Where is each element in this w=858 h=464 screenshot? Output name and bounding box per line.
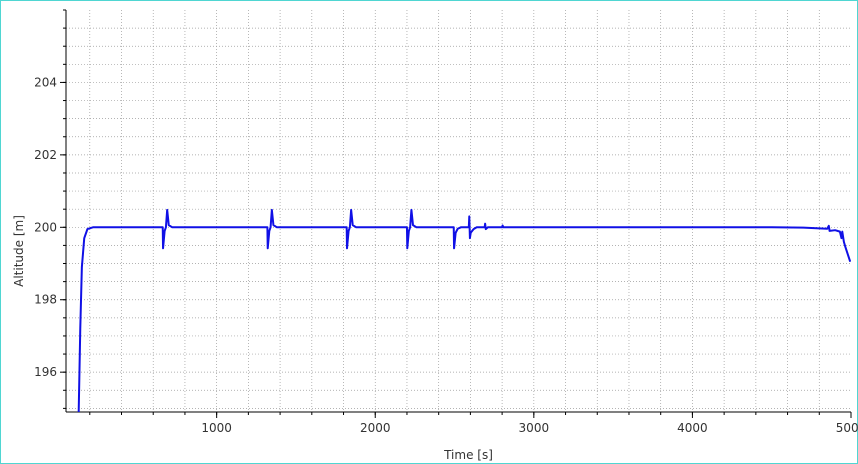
x-tick-label: 5000 <box>836 421 858 435</box>
y-tick-label: 204 <box>34 75 57 89</box>
x-axis-title: Time [s] <box>443 448 493 462</box>
x-tick-label: 1000 <box>201 421 232 435</box>
y-tick-label: 200 <box>34 220 57 234</box>
ticks <box>60 9 852 418</box>
y-axis-title: Altitude [m] <box>12 215 26 287</box>
series-layer <box>77 208 851 412</box>
tick-labels: 1000 2000 3000 4000 5000 196 198 200 202 204 <box>34 75 858 435</box>
plot-area <box>66 10 851 412</box>
x-tick-label: 3000 <box>519 421 550 435</box>
y-tick-label: 198 <box>34 293 57 307</box>
x-tick-label: 4000 <box>677 421 708 435</box>
axes <box>65 10 851 413</box>
x-tick-label: 2000 <box>360 421 391 435</box>
y-tick-label: 196 <box>34 365 57 379</box>
series-line-0 <box>77 208 851 412</box>
y-tick-label: 202 <box>34 148 57 162</box>
grid <box>66 10 851 412</box>
